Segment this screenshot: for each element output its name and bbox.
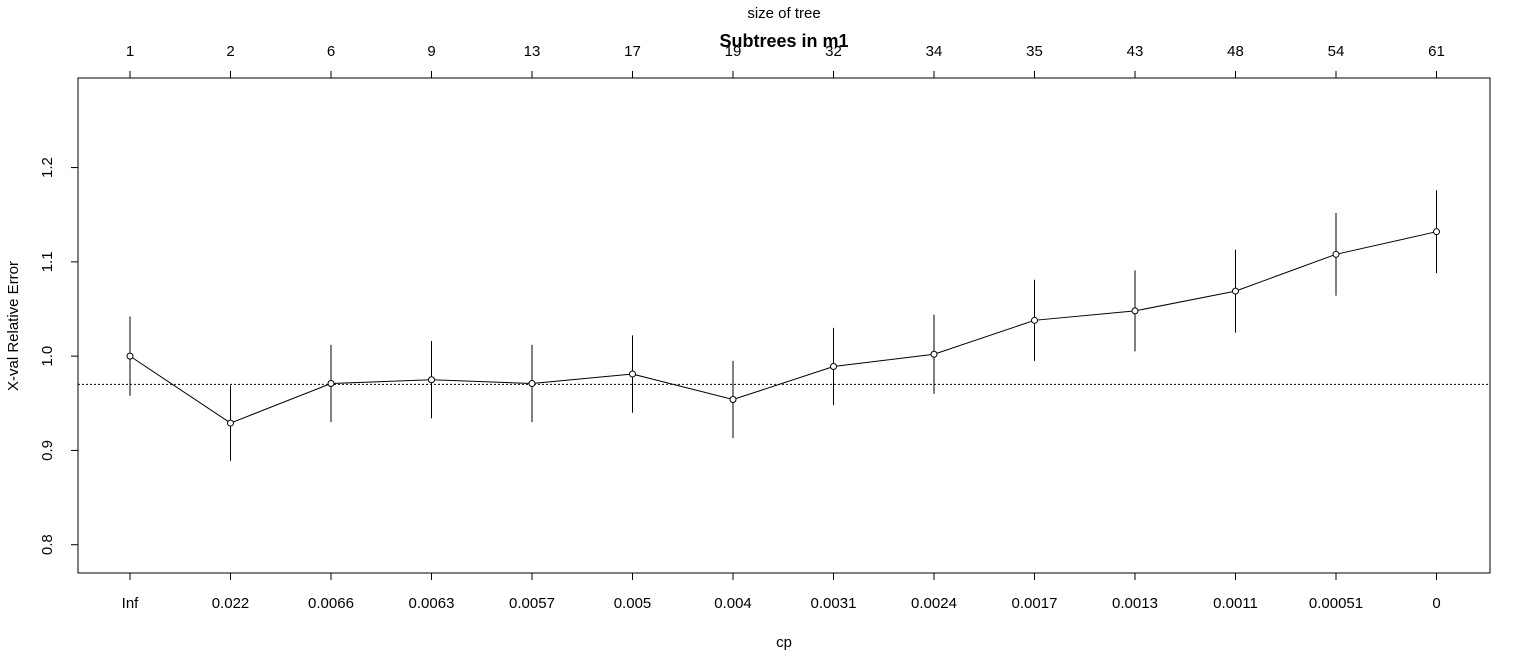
data-point (1031, 316, 1038, 324)
top-tick-label: 35 (1026, 43, 1043, 60)
data-point (830, 363, 837, 371)
plot-frame (77, 77, 1491, 574)
x-tick-label: 0.0031 (811, 595, 857, 612)
y-tick-label: 1.1 (39, 251, 56, 272)
top-tick-label: 13 (524, 43, 541, 60)
top-tick-label: 9 (427, 43, 435, 60)
top-tick-label: 2 (226, 43, 234, 60)
top-tick-label: 32 (825, 43, 842, 60)
x-tick-label: 0.0024 (911, 595, 957, 612)
x-axis-label: cp (776, 634, 792, 651)
data-point (528, 379, 536, 387)
x-tick-label: 0.0017 (1012, 595, 1058, 612)
y-axis-label: X-val Relative Error (5, 261, 22, 391)
top-tick-label: 48 (1227, 43, 1244, 60)
x-tick-label: 0.004 (714, 595, 752, 612)
x-tick-label: 0.0011 (1213, 595, 1258, 612)
x-tick-label: 0.0063 (409, 595, 455, 612)
data-point (1131, 307, 1139, 315)
series-line (129, 231, 1437, 424)
top-tick-label: 43 (1127, 43, 1144, 60)
x-tick-label: 0.005 (614, 595, 652, 612)
y-tick-label: 0.9 (39, 440, 56, 461)
top-tick-label: 54 (1328, 43, 1345, 60)
top-tick-label: 61 (1428, 43, 1445, 60)
data-point (126, 352, 134, 360)
data-point (1433, 228, 1440, 236)
top-tick-label: 1 (126, 43, 134, 60)
chart-marks: Inf 0.022 0.0066 0.0063 0.0057 0.005 0.004 0.00… (39, 43, 1490, 612)
x-tick-label: 0.00051 (1309, 595, 1363, 612)
y-tick-label: 1.0 (39, 346, 56, 367)
top-axis-label: size of tree (747, 5, 820, 22)
top-tick-label: 6 (327, 43, 335, 60)
x-tick-label: 0.0066 (308, 595, 354, 612)
data-point (629, 370, 636, 378)
y-tick-label: 0.8 (39, 534, 56, 555)
x-tick-label: 0 (1432, 595, 1440, 612)
data-point (729, 396, 737, 404)
y-tick-label: 1.2 (39, 157, 56, 178)
top-tick-label: 34 (926, 43, 943, 60)
x-tick-label: 0.0057 (509, 595, 555, 612)
data-point (1332, 250, 1340, 258)
data-point (1232, 287, 1239, 295)
data-point (930, 350, 938, 358)
chart-title: Subtrees in m1 (719, 31, 848, 51)
top-tick-label: 17 (624, 43, 641, 60)
x-tick-label: 0.022 (212, 595, 250, 612)
x-tick-label: 0.0013 (1112, 595, 1158, 612)
data-point (327, 379, 335, 387)
x-tick-label: Inf (122, 595, 140, 612)
data-point (428, 376, 435, 384)
top-tick-label: 19 (725, 43, 742, 60)
data-point (227, 419, 234, 427)
